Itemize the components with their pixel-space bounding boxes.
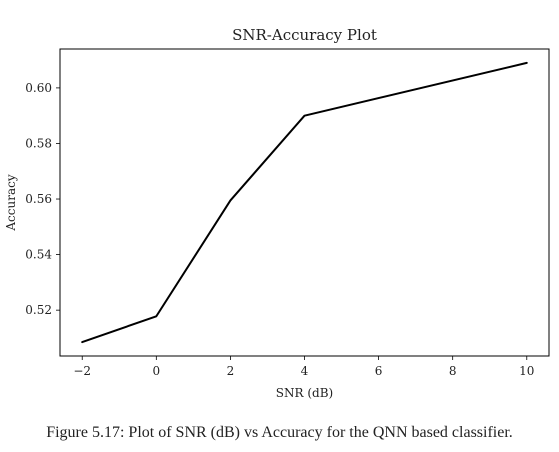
x-axis-label: SNR (dB) — [276, 386, 333, 400]
x-tick-label: 8 — [449, 364, 457, 378]
chart-svg: SNR-Accuracy Plot −2 0 2 4 6 8 10 0.52 0.54 0.56 0… — [4, 26, 550, 400]
y-tick-label: 0.60 — [25, 81, 52, 95]
x-tick-label: 0 — [152, 364, 160, 378]
chart-figure: SNR-Accuracy Plot −2 0 2 4 6 8 10 0.52 0.54 0.56 0… — [4, 26, 550, 400]
axes-frame — [59, 48, 550, 357]
x-tick-label: 4 — [301, 364, 309, 378]
figure-caption: Figure 5.17: Plot of SNR (dB) vs Accurac… — [46, 424, 513, 441]
y-tick-label: 0.52 — [25, 303, 52, 317]
y-tick-label: 0.58 — [25, 136, 52, 150]
chart-title: SNR-Accuracy Plot — [232, 26, 377, 44]
x-tick-label: 10 — [519, 364, 534, 378]
y-tick-label: 0.54 — [25, 248, 52, 262]
x-tick-label: 2 — [227, 364, 235, 378]
x-tick-label: 6 — [375, 364, 383, 378]
plot-area: −2 0 2 4 6 8 10 0.52 0.54 0.56 0.58 0.60 — [25, 48, 550, 378]
y-axis-label: Accuracy — [4, 174, 18, 231]
y-tick-label: 0.56 — [25, 192, 52, 206]
series-line — [81, 61, 528, 344]
x-tick-label: −2 — [73, 364, 91, 378]
